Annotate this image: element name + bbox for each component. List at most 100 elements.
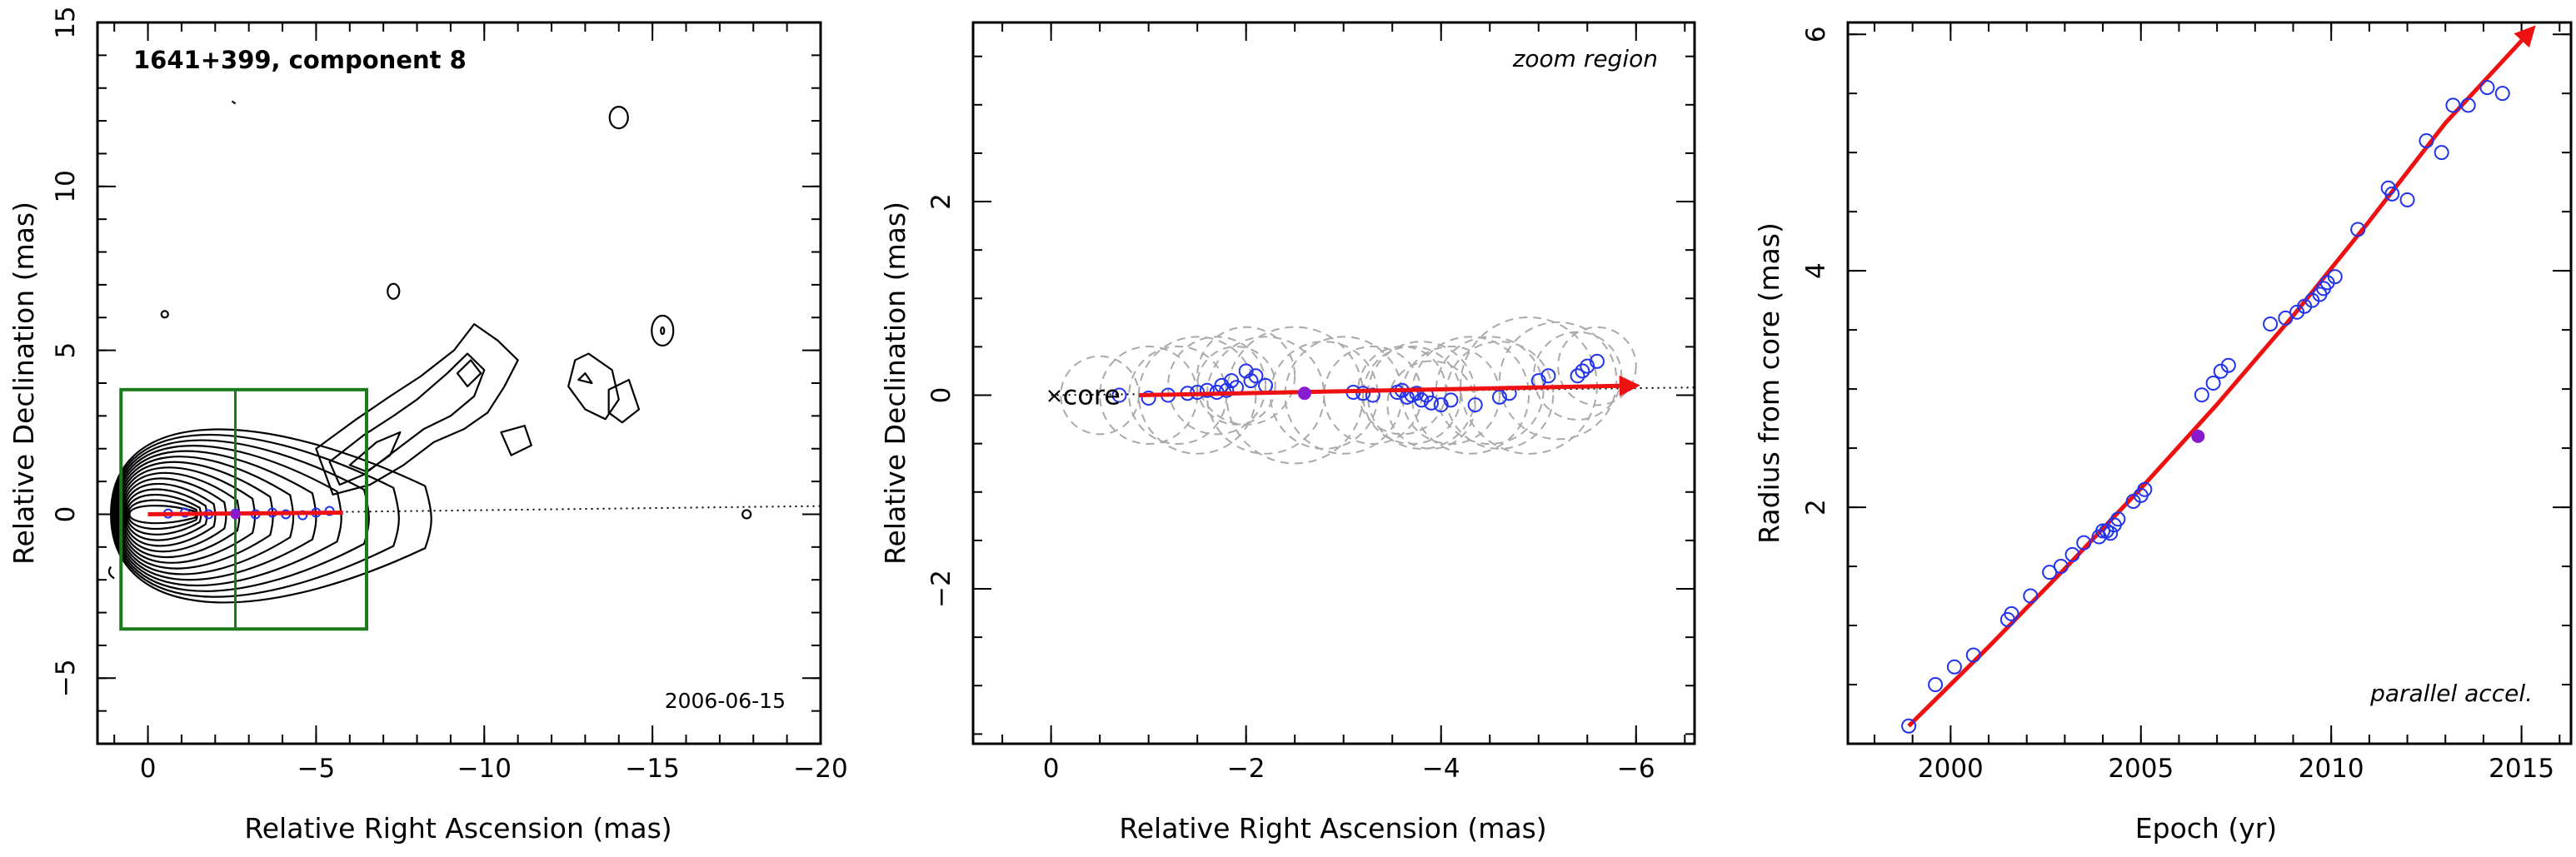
component-point <box>1575 363 1590 379</box>
panel-map-frame <box>96 21 822 745</box>
x-tick-label: 0 <box>1043 754 1060 784</box>
x-tick-label: 2005 <box>2108 754 2174 784</box>
component-size-circle <box>1400 346 1500 446</box>
jet-contour-blob <box>231 100 237 105</box>
panel-motion-marks <box>1901 25 2536 734</box>
panel-motion-annotation: parallel accel. <box>2369 680 2533 707</box>
jet-contour <box>315 323 519 496</box>
epoch-point <box>2327 269 2343 285</box>
jet-contour <box>348 431 402 473</box>
core-label: core <box>1063 380 1121 411</box>
panel-zoom-xlabel: Relative Right Ascension (mas) <box>1119 812 1546 845</box>
panel-map-title: 1641+399, component 8 <box>133 46 467 74</box>
epoch-point <box>2350 222 2366 237</box>
epoch-point <box>2023 588 2039 604</box>
component-size-circle <box>1366 341 1476 450</box>
epoch-point <box>2278 310 2294 326</box>
epoch-point <box>2004 605 2019 621</box>
jet-contour <box>567 352 620 421</box>
epoch-point <box>2076 535 2092 551</box>
component-point <box>1248 368 1264 384</box>
jet-contour-blob <box>660 326 666 336</box>
core-contour <box>122 477 227 553</box>
highlight-point <box>1297 386 1311 401</box>
epoch-point <box>2479 80 2495 96</box>
core-contour <box>115 450 317 581</box>
jet-contour-blob <box>387 282 401 300</box>
core-contour <box>110 428 432 604</box>
x-tick-label: −5 <box>297 754 336 784</box>
component-point <box>1199 382 1215 398</box>
core-contour <box>122 482 217 547</box>
jet-contour <box>456 359 482 388</box>
component-size-circle <box>1445 341 1555 450</box>
epoch-point <box>2205 376 2221 391</box>
epoch-point <box>2263 316 2279 332</box>
component-point <box>1589 353 1605 369</box>
y-tick-label: −5 <box>51 659 81 697</box>
x-tick-label: −20 <box>793 754 847 784</box>
y-tick-label: 5 <box>51 342 81 359</box>
component-point <box>1467 397 1483 413</box>
x-tick-label: −2 <box>1227 754 1266 784</box>
x-tick-label: −15 <box>625 754 679 784</box>
epoch-point <box>1901 718 1917 734</box>
epoch-point <box>1946 659 1962 675</box>
component-size-circle <box>1410 336 1530 455</box>
component-size-circle <box>1167 336 1267 436</box>
panel-map-overlay <box>119 387 821 631</box>
y-tick-label: 0 <box>51 506 81 523</box>
jet-contour-blob <box>160 310 169 319</box>
y-tick-label: 2 <box>1801 499 1831 516</box>
y-tick-label: −2 <box>926 570 956 608</box>
component-size-circle <box>1196 346 1276 426</box>
component-point <box>1365 387 1380 403</box>
component-point <box>1580 358 1595 374</box>
epoch-point <box>2384 186 2400 202</box>
panel-motion-frame <box>1846 21 2573 745</box>
component-point <box>1540 368 1556 384</box>
x-tick-label: −4 <box>1422 754 1460 784</box>
component-point <box>1491 389 1507 405</box>
core-marker: × <box>1046 384 1064 409</box>
epoch-point <box>1928 677 1944 693</box>
y-tick-label: 15 <box>51 6 81 38</box>
x-tick-label: −10 <box>457 754 512 784</box>
epoch-point <box>2110 511 2126 527</box>
component-size-circle <box>1196 326 1296 426</box>
contour-map <box>107 100 752 604</box>
epoch-point <box>2419 132 2434 148</box>
y-tick-label: 0 <box>926 387 956 404</box>
y-tick-label: 10 <box>51 170 81 202</box>
component-point <box>1219 382 1235 398</box>
zoom-box <box>119 387 368 631</box>
epoch-point <box>2220 357 2236 373</box>
epoch-point <box>2460 97 2476 113</box>
jet-contour <box>500 425 532 456</box>
panel-map-ticks: 0 −5 −10 −15 −20 −5 0 5 10 15 <box>51 6 848 784</box>
y-tick-label: 6 <box>1801 26 1831 42</box>
panel-map-ylabel: Relative Declination (mas) <box>7 202 40 565</box>
epoch-point <box>2103 526 2119 541</box>
epoch-point <box>2399 192 2415 207</box>
component-point <box>1355 386 1371 401</box>
component-point <box>1424 395 1440 411</box>
epoch-point <box>2042 565 2058 580</box>
panel-map-xlabel: Relative Right Ascension (mas) <box>244 812 671 845</box>
component-point <box>1111 387 1127 403</box>
jet-contour-blob <box>651 314 675 347</box>
component-point <box>1414 392 1430 408</box>
core-contour <box>119 466 257 564</box>
x-tick-label: −6 <box>1617 754 1655 784</box>
core-contour <box>112 439 370 592</box>
epoch-point <box>2434 145 2449 161</box>
panel-zoom-frame <box>971 21 1696 745</box>
x-tick-label: 2000 <box>1918 754 1984 784</box>
component-point <box>1243 373 1259 389</box>
component-point <box>1443 392 1459 408</box>
jet-contour <box>607 378 641 424</box>
component-size-circle <box>1137 336 1257 455</box>
panel-map: 1641+399, component 8 2006-06-15 Relativ… <box>7 6 848 845</box>
component-point <box>1141 391 1156 406</box>
